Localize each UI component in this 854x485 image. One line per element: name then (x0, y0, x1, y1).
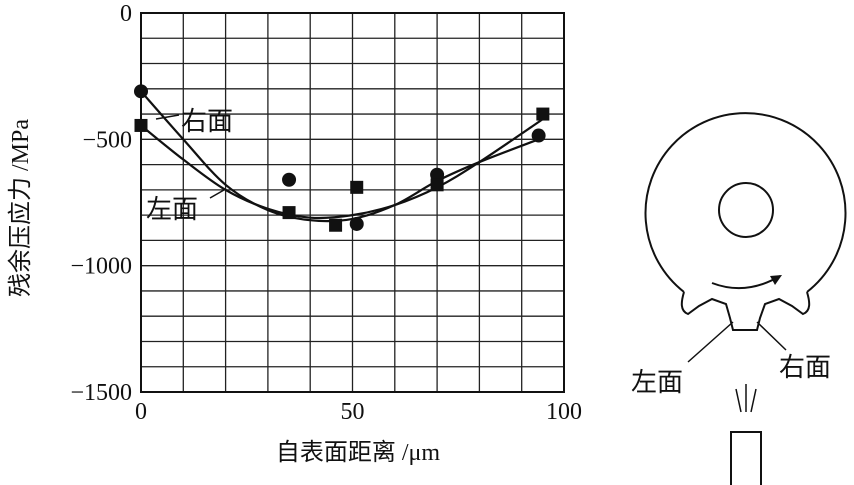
data-point-square (134, 118, 148, 132)
coolant-line-3 (750, 388, 757, 413)
x-tick-label: 0 (135, 399, 147, 425)
y-tick-label: −500 (82, 127, 132, 153)
x-tick-label: 50 (341, 399, 365, 425)
right-face-annotation: 右面 (181, 107, 233, 136)
data-point-square (536, 107, 550, 121)
wheel-hub (718, 182, 774, 238)
stress-chart: 0 50 100 0 −500 −1000 −1500 自表面距离 /μm 残余压应力 /M… (7, 1, 582, 466)
data-point-square (282, 206, 296, 220)
x-tick-label: 100 (546, 399, 582, 425)
data-point-square (350, 180, 364, 194)
y-tick-label: 0 (120, 1, 132, 27)
rotation-arrowhead (770, 275, 782, 285)
axes (140, 12, 565, 393)
wheel-outline (644, 112, 847, 293)
diagram-right-face-label: 右面 (779, 353, 831, 382)
diagram-left-face-label: 左面 (631, 368, 683, 397)
y-axis-label: 残余压应力 /MPa (7, 119, 34, 297)
left-face-leader (209, 189, 225, 199)
data-point-circle (134, 84, 148, 99)
data-point-circle (430, 167, 445, 182)
y-tick-label: −1500 (70, 380, 132, 406)
data-point-square (329, 218, 343, 232)
grinding-wheel-diagram (644, 112, 847, 485)
data-point-circle (531, 128, 546, 143)
nozzle (730, 431, 762, 485)
rotation-arrow (711, 275, 781, 290)
grid-lines (141, 13, 564, 392)
right-face-pointer (756, 321, 787, 351)
gear-teeth (680, 291, 811, 331)
x-axis-label: 自表面距离 /μm (276, 439, 441, 466)
curve-series-2 (140, 118, 544, 220)
data-markers (134, 84, 550, 232)
right-face-leader (155, 114, 180, 120)
y-tick-label: −1000 (70, 254, 132, 280)
left-face-annotation: 左面 (146, 195, 198, 224)
plot-frame (140, 12, 565, 393)
data-point-square (430, 178, 444, 192)
coolant-line-1 (735, 388, 742, 413)
data-point-circle (349, 216, 364, 231)
left-face-pointer (687, 321, 734, 363)
data-point-circle (282, 172, 297, 187)
tick-labels: 0 50 100 0 −500 −1000 −1500 (70, 1, 582, 425)
